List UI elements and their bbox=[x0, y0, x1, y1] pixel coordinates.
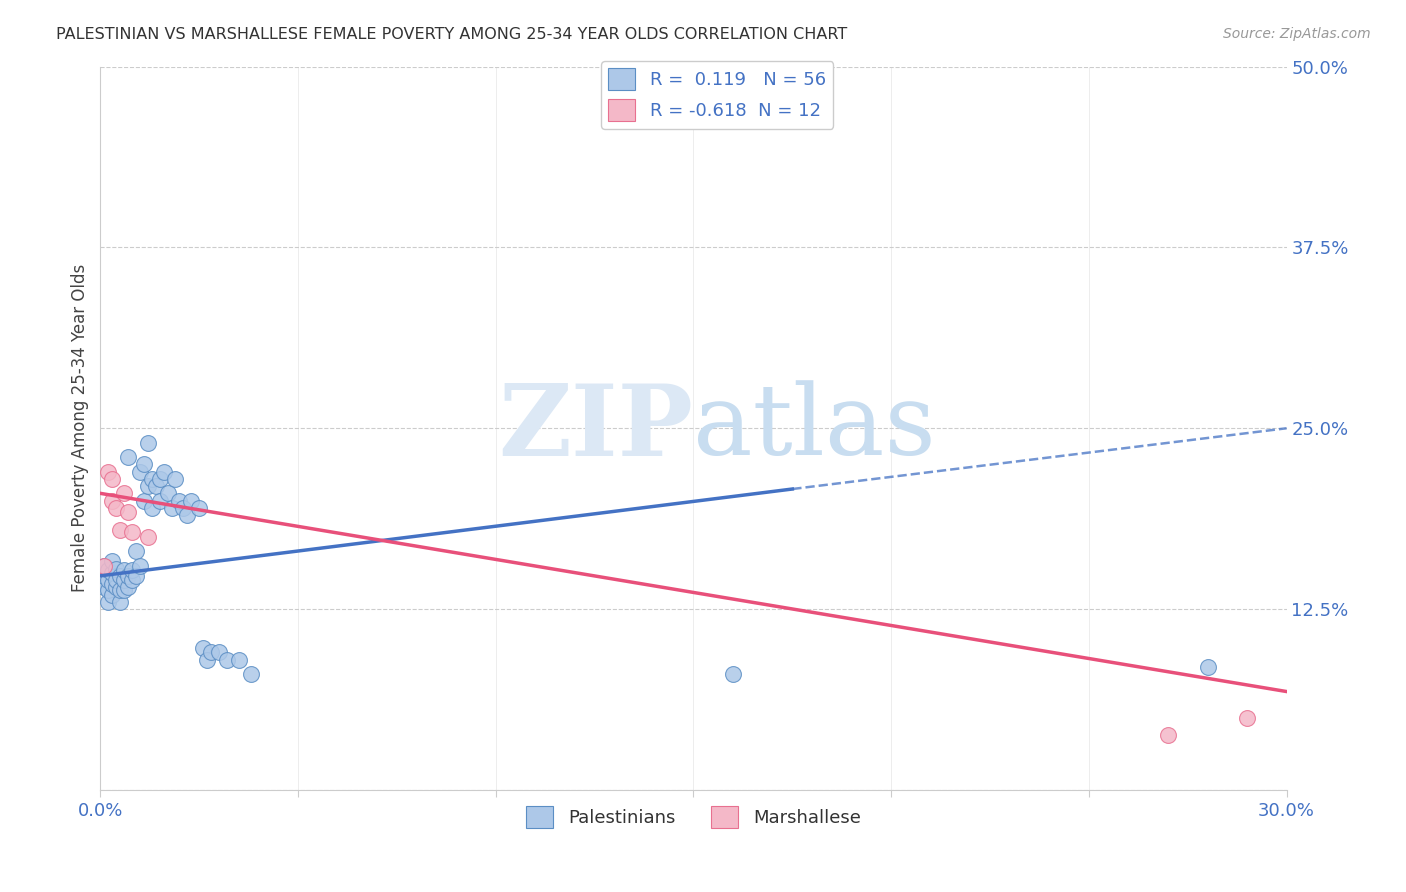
Point bbox=[105, 573, 128, 587]
Point bbox=[117, 569, 139, 583]
Point bbox=[141, 500, 163, 515]
Point bbox=[176, 508, 198, 522]
Point bbox=[117, 505, 139, 519]
Point bbox=[180, 493, 202, 508]
Text: PALESTINIAN VS MARSHALLESE FEMALE POVERTY AMONG 25-34 YEAR OLDS CORRELATION CHAR: PALESTINIAN VS MARSHALLESE FEMALE POVERT… bbox=[56, 27, 848, 42]
Point bbox=[132, 493, 155, 508]
Point bbox=[97, 583, 120, 598]
Point bbox=[188, 500, 211, 515]
Point bbox=[121, 525, 143, 540]
Point bbox=[108, 523, 131, 537]
Point bbox=[101, 493, 124, 508]
Point bbox=[160, 500, 183, 515]
Point bbox=[112, 563, 135, 577]
Point bbox=[101, 588, 124, 602]
Point bbox=[1236, 710, 1258, 724]
Point bbox=[128, 465, 150, 479]
Point bbox=[97, 595, 120, 609]
Point bbox=[105, 500, 128, 515]
Point bbox=[208, 645, 231, 659]
Point bbox=[97, 573, 120, 587]
Point bbox=[156, 486, 179, 500]
Point bbox=[112, 486, 135, 500]
Point bbox=[149, 493, 172, 508]
Point bbox=[105, 581, 128, 595]
Point bbox=[141, 472, 163, 486]
Point bbox=[117, 581, 139, 595]
Point bbox=[93, 569, 115, 583]
Point bbox=[121, 563, 143, 577]
Text: ZIP: ZIP bbox=[499, 380, 693, 476]
Text: Source: ZipAtlas.com: Source: ZipAtlas.com bbox=[1223, 27, 1371, 41]
Point bbox=[172, 500, 194, 515]
Point bbox=[121, 573, 143, 587]
Point bbox=[228, 653, 250, 667]
Legend: Palestinians, Marshallese: Palestinians, Marshallese bbox=[519, 798, 868, 835]
Y-axis label: Female Poverty Among 25-34 Year Olds: Female Poverty Among 25-34 Year Olds bbox=[72, 264, 89, 592]
Point bbox=[1157, 728, 1180, 742]
Point bbox=[136, 435, 159, 450]
Point bbox=[101, 577, 124, 591]
Point bbox=[105, 561, 128, 575]
Point bbox=[136, 530, 159, 544]
Point bbox=[191, 641, 214, 656]
Point bbox=[101, 566, 124, 580]
Point bbox=[108, 583, 131, 598]
Point bbox=[239, 667, 262, 681]
Point bbox=[117, 450, 139, 465]
Point bbox=[101, 472, 124, 486]
Point bbox=[195, 653, 218, 667]
Point bbox=[169, 493, 191, 508]
Point bbox=[125, 569, 148, 583]
Point bbox=[97, 465, 120, 479]
Text: atlas: atlas bbox=[693, 380, 936, 476]
Point bbox=[93, 558, 115, 573]
Point bbox=[1197, 660, 1219, 674]
Point bbox=[108, 569, 131, 583]
Point bbox=[215, 653, 238, 667]
Point bbox=[128, 558, 150, 573]
Point bbox=[101, 554, 124, 568]
Point bbox=[165, 472, 187, 486]
Point bbox=[152, 465, 174, 479]
Point bbox=[136, 479, 159, 493]
Point bbox=[93, 581, 115, 595]
Point bbox=[149, 472, 172, 486]
Point bbox=[112, 583, 135, 598]
Point bbox=[125, 544, 148, 558]
Point bbox=[93, 558, 115, 573]
Point bbox=[112, 573, 135, 587]
Point bbox=[721, 667, 744, 681]
Point bbox=[108, 595, 131, 609]
Point bbox=[145, 479, 167, 493]
Point bbox=[97, 563, 120, 577]
Point bbox=[200, 645, 222, 659]
Point bbox=[132, 458, 155, 472]
